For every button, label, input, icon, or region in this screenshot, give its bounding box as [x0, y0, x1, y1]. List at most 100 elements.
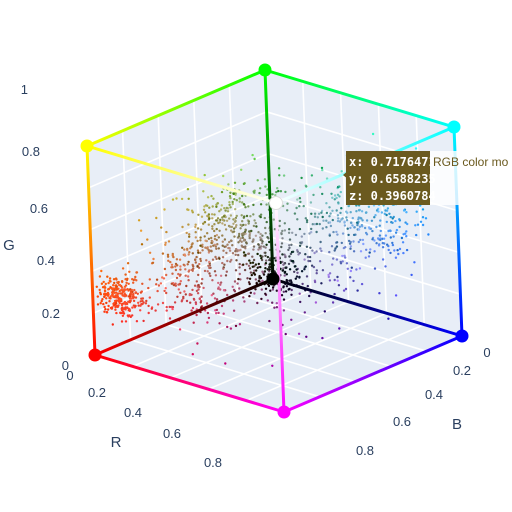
- pixel-point: [336, 279, 339, 282]
- pixel-point: [259, 265, 262, 269]
- pixel-point: [298, 205, 301, 208]
- pixel-point: [103, 310, 106, 313]
- pixel-point: [179, 273, 182, 276]
- pixel-point: [340, 170, 343, 173]
- pixel-point: [197, 283, 200, 287]
- pixel-point: [282, 267, 285, 270]
- pixel-point: [234, 269, 238, 272]
- pixel-point: [183, 253, 186, 256]
- pixel-point: [319, 240, 322, 244]
- pixel-point: [313, 223, 317, 226]
- pixel-point: [349, 221, 353, 224]
- pixel-point: [388, 229, 392, 232]
- pixel-point: [120, 320, 124, 323]
- pixel-point: [188, 235, 191, 238]
- pixel-point: [112, 295, 116, 298]
- pixel-point: [387, 248, 390, 252]
- grid-line: [93, 236, 272, 314]
- pixel-point: [328, 221, 332, 224]
- pixel-point: [339, 262, 343, 265]
- pixel-point: [333, 292, 336, 296]
- pixel-point: [209, 274, 212, 278]
- pixel-point: [233, 227, 236, 230]
- pixel-point: [194, 302, 198, 306]
- pixel-point: [349, 245, 353, 248]
- pixel-point: [206, 270, 209, 273]
- pixel-point: [281, 237, 284, 240]
- pixel-point: [134, 296, 138, 299]
- pixel-point: [108, 279, 112, 283]
- pixel-point: [229, 214, 233, 217]
- pixel-point: [179, 265, 182, 268]
- pixel-point: [136, 292, 139, 295]
- pixel-point: [226, 259, 229, 263]
- pixel-point: [200, 295, 203, 298]
- pixel-point: [361, 225, 364, 228]
- pixel-point: [191, 269, 194, 272]
- pixel-point: [247, 264, 251, 267]
- pixel-point: [355, 210, 358, 213]
- pixel-point: [258, 276, 261, 279]
- pixel-point: [313, 215, 317, 218]
- pixel-point: [139, 304, 142, 307]
- pixel-point: [133, 288, 136, 292]
- pixel-point: [331, 301, 335, 304]
- pixel-point: [260, 257, 263, 260]
- pixel-point: [235, 224, 238, 227]
- pixel-point: [271, 288, 275, 291]
- pixel-point: [296, 218, 299, 221]
- pixel-point: [175, 258, 179, 261]
- pixel-point: [415, 210, 418, 213]
- pixel-point: [197, 266, 201, 269]
- pixel-point: [208, 217, 211, 220]
- pixel-point: [215, 308, 219, 312]
- pixel-point: [328, 279, 332, 282]
- pixel-point: [265, 193, 268, 197]
- pixel-point: [263, 216, 266, 220]
- pixel-point: [125, 281, 128, 284]
- pixel-point: [253, 292, 256, 295]
- pixel-point: [414, 147, 418, 150]
- pixel-point: [345, 210, 348, 213]
- pixel-point: [192, 267, 195, 270]
- pixel-point: [229, 191, 232, 194]
- pixel-point: [335, 230, 338, 234]
- pixel-point: [116, 295, 120, 298]
- pixel-point: [95, 285, 99, 288]
- pixel-point: [361, 219, 364, 222]
- pixel-point: [128, 295, 131, 298]
- pixel-point: [304, 265, 307, 268]
- pixel-point: [275, 190, 278, 194]
- pixel-point: [196, 342, 199, 345]
- pixel-point: [265, 203, 268, 206]
- pixel-point: [273, 306, 276, 309]
- pixel-point: [185, 299, 189, 303]
- pixel-point: [115, 285, 119, 288]
- pixel-point: [238, 266, 241, 269]
- pixel-point: [303, 268, 306, 271]
- pixel-point: [135, 271, 138, 274]
- pixel-point: [119, 311, 122, 314]
- pixel-point: [373, 250, 376, 253]
- pixel-point: [191, 242, 194, 245]
- pixel-point: [206, 321, 209, 324]
- pixel-point: [413, 261, 416, 264]
- pixel-point: [288, 268, 292, 271]
- pixel-point: [217, 281, 220, 285]
- pixel-point: [251, 261, 255, 264]
- pixel-point: [160, 226, 163, 229]
- pixel-point: [322, 219, 325, 222]
- pixel-point: [375, 242, 378, 245]
- pixel-point: [289, 279, 293, 282]
- pixel-point: [404, 221, 407, 224]
- pixel-point: [402, 251, 405, 255]
- cube-edge: [93, 353, 286, 414]
- pixel-point: [165, 230, 168, 234]
- pixel-point: [334, 247, 337, 250]
- pixel-point: [375, 225, 378, 229]
- grid-line: [121, 130, 132, 340]
- pixel-point: [266, 236, 269, 239]
- pixel-point: [287, 262, 291, 266]
